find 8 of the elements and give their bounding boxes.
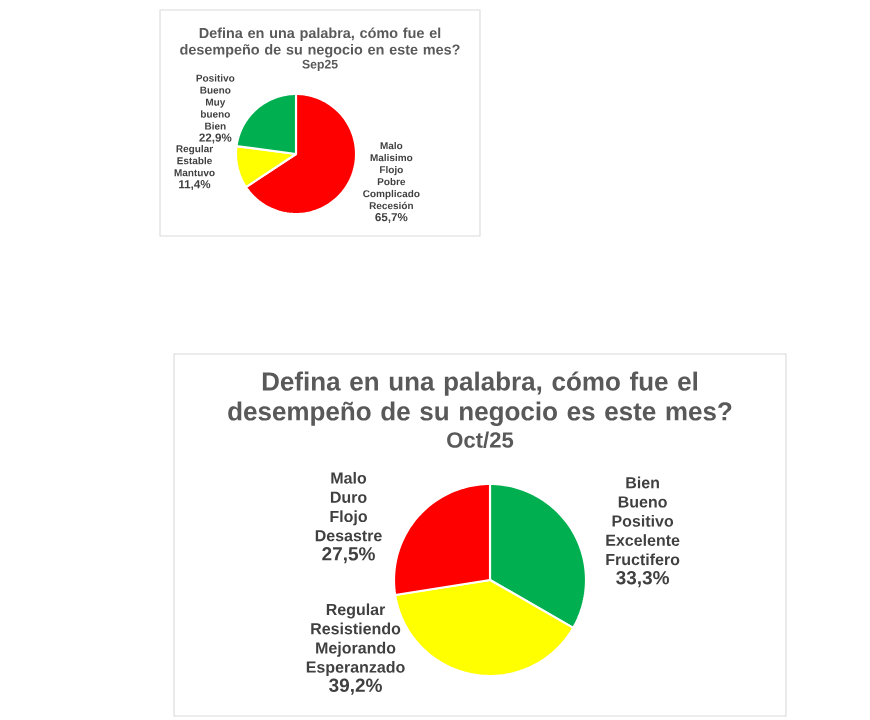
slice-label: Malo Duro Flojo Desastre — [315, 471, 382, 542]
slice-label: Regular Resistiendo Mejorando Esperanzado — [306, 603, 405, 676]
data-label: 27,5% — [322, 547, 375, 564]
data-label: 39,2% — [329, 678, 382, 695]
slice-label: Bien Bueno Positivo Excelente Fructifero — [606, 476, 680, 566]
chart-title: Defina en una palabra, cómo fue el desempeño de su negocio es este mes? — [228, 371, 732, 426]
chart-subtitle: Oct/25 — [447, 431, 514, 449]
data-label: 33,3% — [616, 570, 670, 588]
